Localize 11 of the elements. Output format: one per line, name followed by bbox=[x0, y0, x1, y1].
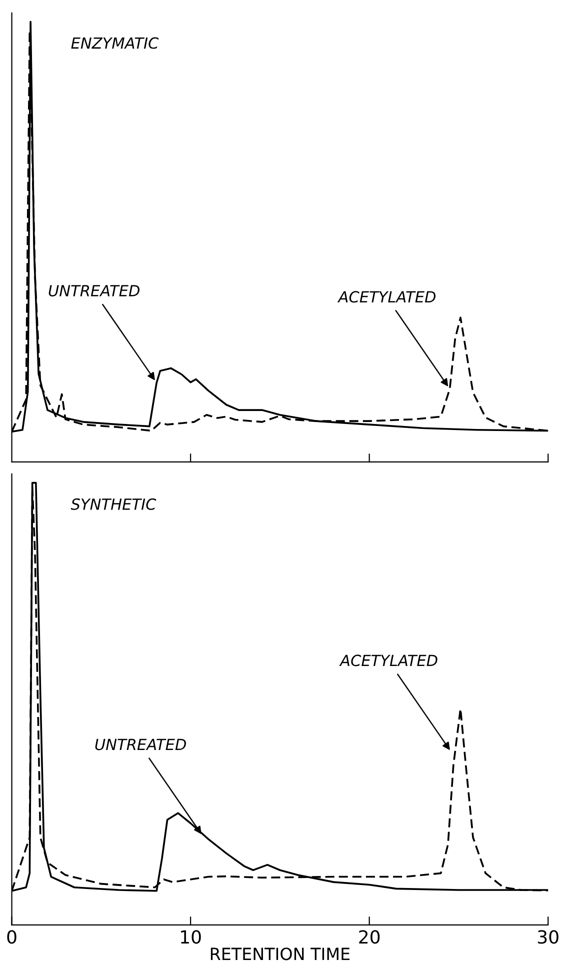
annotation: UNTREATED bbox=[48, 285, 140, 296]
x-tick-label: 10 bbox=[181, 930, 201, 944]
annotation: ACETYLATED bbox=[339, 654, 438, 666]
annotation: ACETYLATED bbox=[337, 291, 436, 303]
annotation: UNTREATED bbox=[95, 738, 186, 750]
text: ENZYMATIC bbox=[71, 37, 159, 49]
x-tick-label: 20 bbox=[359, 930, 380, 944]
x-tick-label: 0 bbox=[7, 930, 16, 944]
text: SYNTHETIC bbox=[70, 498, 156, 510]
x-tick-label: 30 bbox=[538, 930, 558, 944]
x-axis-title: RETENTION TIME bbox=[210, 948, 350, 960]
